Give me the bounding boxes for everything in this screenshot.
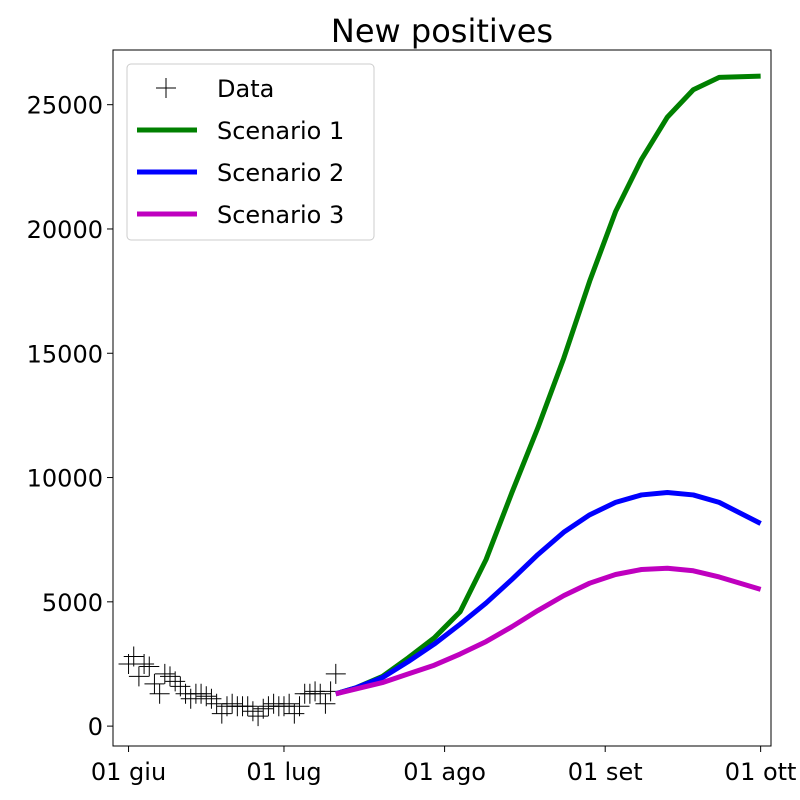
data-point-marker (222, 693, 243, 714)
y-tick-label: 0 (88, 713, 103, 741)
data-point-marker (180, 688, 201, 709)
series-line-scenario-3 (335, 565, 762, 697)
data-point-marker (201, 688, 222, 709)
data-point-marker (289, 696, 310, 717)
data-point-marker (196, 686, 217, 707)
y-tick-label: 20000 (27, 216, 103, 244)
x-tick-label: 01 ott (725, 758, 797, 786)
data-point-marker (284, 703, 305, 724)
data-point-marker (310, 683, 331, 704)
chart-title: New positives (331, 12, 553, 50)
data-point-marker (325, 663, 346, 684)
data-point-marker (128, 666, 149, 687)
y-tick-label: 15000 (27, 340, 103, 368)
data-point-marker (170, 676, 191, 697)
y-tick-label: 10000 (27, 465, 103, 493)
data-point-marker (211, 703, 232, 724)
data-point-marker (242, 701, 263, 722)
x-tick-label: 01 giu (91, 758, 166, 786)
x-tick-label: 01 lug (246, 758, 321, 786)
data-point-marker (134, 653, 155, 674)
data-point-marker (248, 706, 269, 727)
legend-label: Scenario 2 (217, 159, 344, 187)
plot-frame (112, 49, 772, 747)
series-line-scenario-2 (335, 489, 762, 697)
series-data (118, 646, 346, 727)
legend-box (126, 63, 375, 241)
data-point-marker (165, 671, 186, 692)
series-layer (118, 73, 762, 727)
legend-label: Scenario 1 (217, 117, 344, 145)
legend-label: Data (217, 75, 274, 103)
y-tick-label: 5000 (42, 589, 103, 617)
data-point-marker (154, 663, 175, 684)
x-tick-label: 01 set (568, 758, 643, 786)
data-point-marker (159, 666, 180, 687)
axis-layer: 01 giu 01 lug 01 ago 01 set 01 ott 0 5000 10000… (27, 92, 797, 786)
data-point-marker (144, 673, 165, 694)
data-point-marker (191, 683, 212, 704)
data-point-marker (139, 656, 160, 677)
data-point-marker (123, 646, 144, 667)
data-point-marker (315, 693, 336, 714)
y-tick-label: 25000 (27, 92, 103, 120)
data-point-marker (149, 683, 170, 704)
legend: Data Scenario 1 Scenario 2 Scenario 3 (126, 63, 375, 241)
data-point-marker (237, 696, 258, 717)
data-point-marker (253, 698, 274, 719)
legend-label: Scenario 3 (217, 201, 344, 229)
legend-marker-data (156, 78, 176, 98)
x-tick-label: 01 ago (403, 758, 486, 786)
data-point-marker (279, 693, 300, 714)
